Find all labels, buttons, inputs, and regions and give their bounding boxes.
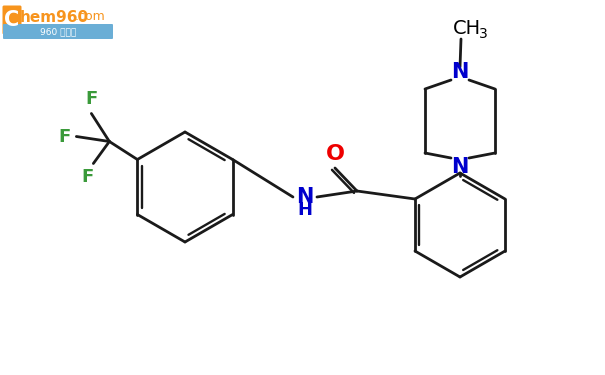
Text: H: H	[298, 201, 312, 219]
Text: CH: CH	[453, 20, 481, 39]
Text: 3: 3	[479, 27, 488, 41]
Text: N: N	[451, 62, 469, 82]
Text: N: N	[451, 157, 469, 177]
FancyBboxPatch shape	[2, 6, 22, 34]
Text: F: F	[85, 90, 97, 108]
Text: N: N	[296, 187, 313, 207]
Text: hem960: hem960	[20, 9, 89, 24]
Text: F: F	[81, 168, 94, 186]
Text: O: O	[325, 144, 344, 164]
Text: 960 化工网: 960 化工网	[40, 27, 76, 36]
Text: F: F	[58, 128, 71, 146]
Text: .com: .com	[75, 10, 106, 24]
FancyBboxPatch shape	[3, 24, 113, 39]
Text: C: C	[4, 10, 19, 30]
